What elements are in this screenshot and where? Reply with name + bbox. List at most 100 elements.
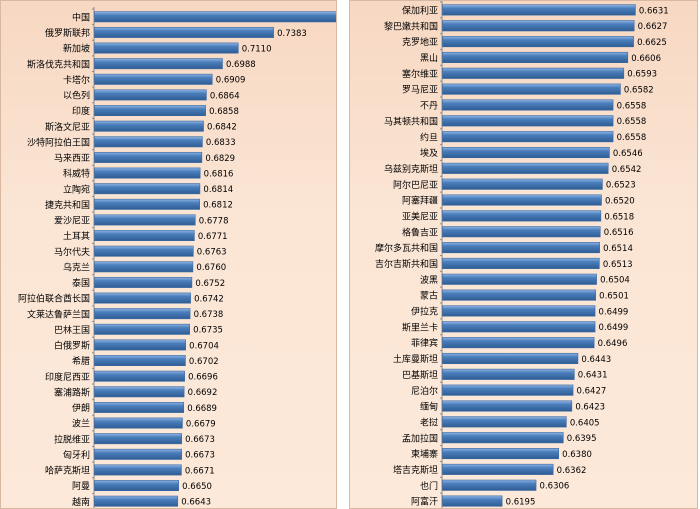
data-label: 0.6814 bbox=[203, 185, 233, 195]
data-label: 0.6735 bbox=[193, 326, 223, 336]
data-label: 0.6689 bbox=[187, 404, 217, 414]
category-label: 沙特阿拉伯王国 bbox=[27, 136, 90, 148]
bar bbox=[442, 273, 597, 285]
bar bbox=[94, 198, 200, 210]
data-label: 0.6542 bbox=[612, 165, 642, 175]
category-label: 伊朗 bbox=[72, 402, 90, 414]
data-label: 0.7110 bbox=[242, 44, 272, 54]
category-label: 阿曼 bbox=[72, 481, 90, 492]
data-label: 0.6778 bbox=[199, 216, 229, 226]
data-label: 0.6606 bbox=[631, 54, 661, 64]
category-label: 匈牙利 bbox=[63, 449, 90, 461]
bar bbox=[94, 42, 239, 54]
bar bbox=[442, 226, 601, 238]
data-label: 0.6427 bbox=[577, 387, 607, 397]
data-label: 0.6816 bbox=[204, 169, 234, 179]
category-label: 阿塞拜疆 bbox=[402, 195, 438, 207]
bar bbox=[94, 308, 191, 320]
bar bbox=[442, 131, 614, 143]
data-label: 0.7383 bbox=[277, 29, 307, 39]
category-label: 新加坡 bbox=[63, 43, 90, 55]
category-label: 塔吉克斯坦 bbox=[393, 464, 438, 476]
data-label: 0.6362 bbox=[557, 466, 587, 476]
bar bbox=[94, 11, 336, 23]
data-label: 0.6546 bbox=[613, 149, 643, 159]
category-label: 阿尔巴尼亚 bbox=[393, 179, 438, 191]
bar bbox=[442, 67, 625, 79]
category-label: 越南 bbox=[72, 496, 90, 508]
category-label: 波兰 bbox=[72, 418, 90, 430]
left-chart-panel: 中国0.7929俄罗斯联邦0.7383新加坡0.7110斯洛伐克共和国0.698… bbox=[0, 0, 337, 509]
category-label: 约旦 bbox=[420, 131, 438, 143]
data-label: 0.6763 bbox=[197, 248, 227, 258]
bar bbox=[442, 115, 614, 127]
data-label: 0.6812 bbox=[203, 201, 233, 211]
bar bbox=[442, 479, 537, 491]
bar bbox=[94, 495, 179, 507]
bar bbox=[94, 370, 185, 382]
category-label: 阿拉伯联合酋长国 bbox=[18, 293, 90, 305]
bar bbox=[94, 183, 201, 195]
data-label: 0.6504 bbox=[600, 276, 630, 286]
bar bbox=[94, 292, 191, 304]
data-label: 0.6405 bbox=[570, 418, 600, 428]
data-label: 0.6631 bbox=[639, 6, 669, 16]
bar bbox=[94, 464, 182, 476]
right-bar-chart: 保加利亚 0.6631 黎巴嫩共和国 0.6627 克罗地亚 0.6625 黑山 0.6606… bbox=[375, 1, 669, 508]
category-label: 克罗地亚 bbox=[402, 36, 438, 48]
bar bbox=[94, 167, 201, 179]
data-label: 0.6829 bbox=[205, 154, 235, 164]
category-label: 埃及 bbox=[420, 147, 438, 159]
bar bbox=[94, 73, 213, 85]
data-label: 0.6514 bbox=[603, 244, 633, 254]
category-label: 斯洛伐克共和国 bbox=[27, 58, 90, 70]
bar bbox=[94, 386, 185, 398]
bar bbox=[94, 245, 194, 257]
data-label: 0.6643 bbox=[181, 498, 211, 508]
data-label: 0.6558 bbox=[617, 101, 647, 111]
bar bbox=[94, 214, 196, 226]
bar bbox=[442, 368, 575, 380]
category-label: 尼泊尔 bbox=[411, 385, 438, 397]
right-chart-panel: 保加利亚 0.6631 黎巴嫩共和国 0.6627 克罗地亚 0.6625 黑山 0.6606… bbox=[349, 0, 698, 509]
category-label: 缅甸 bbox=[420, 401, 438, 413]
bar bbox=[442, 257, 600, 269]
data-label: 0.6704 bbox=[189, 341, 219, 351]
data-label: 0.6582 bbox=[624, 86, 654, 96]
bar bbox=[442, 194, 602, 206]
data-label: 0.6395 bbox=[567, 434, 597, 444]
category-label: 菲律宾 bbox=[411, 337, 438, 349]
category-label: 孟加拉国 bbox=[402, 432, 438, 444]
bar bbox=[442, 4, 636, 16]
bar bbox=[442, 305, 596, 317]
data-label: 0.6702 bbox=[189, 357, 219, 367]
category-label: 塞尔维亚 bbox=[402, 68, 438, 80]
data-label: 0.6516 bbox=[604, 228, 634, 238]
data-label: 0.6593 bbox=[627, 70, 657, 80]
data-label: 0.6499 bbox=[599, 307, 629, 317]
category-label: 马其顿共和国 bbox=[384, 115, 438, 127]
data-label: 0.6650 bbox=[182, 482, 212, 492]
category-label: 希腊 bbox=[72, 355, 90, 367]
data-label: 0.6738 bbox=[194, 310, 224, 320]
bar bbox=[442, 83, 621, 95]
data-label: 0.6679 bbox=[186, 419, 216, 429]
category-label: 马尔代夫 bbox=[54, 246, 90, 258]
category-label: 阿富汗 bbox=[411, 496, 438, 508]
category-label: 乌兹别克斯坦 bbox=[384, 163, 438, 175]
data-label: 0.6988 bbox=[226, 60, 256, 70]
data-label: 0.6496 bbox=[598, 339, 628, 349]
category-label: 黎巴嫩共和国 bbox=[384, 20, 438, 32]
data-label: 0.6696 bbox=[188, 373, 218, 383]
bar bbox=[442, 162, 609, 174]
category-label: 不丹 bbox=[420, 101, 438, 112]
category-label: 捷克共和国 bbox=[45, 199, 90, 211]
bar bbox=[94, 120, 204, 132]
category-label: 中国 bbox=[72, 11, 90, 23]
data-label: 0.6501 bbox=[599, 292, 629, 302]
category-label: 也门 bbox=[420, 480, 438, 492]
bar bbox=[94, 151, 203, 163]
bar bbox=[94, 230, 195, 242]
bar bbox=[442, 321, 596, 333]
data-label: 0.6513 bbox=[603, 260, 633, 270]
